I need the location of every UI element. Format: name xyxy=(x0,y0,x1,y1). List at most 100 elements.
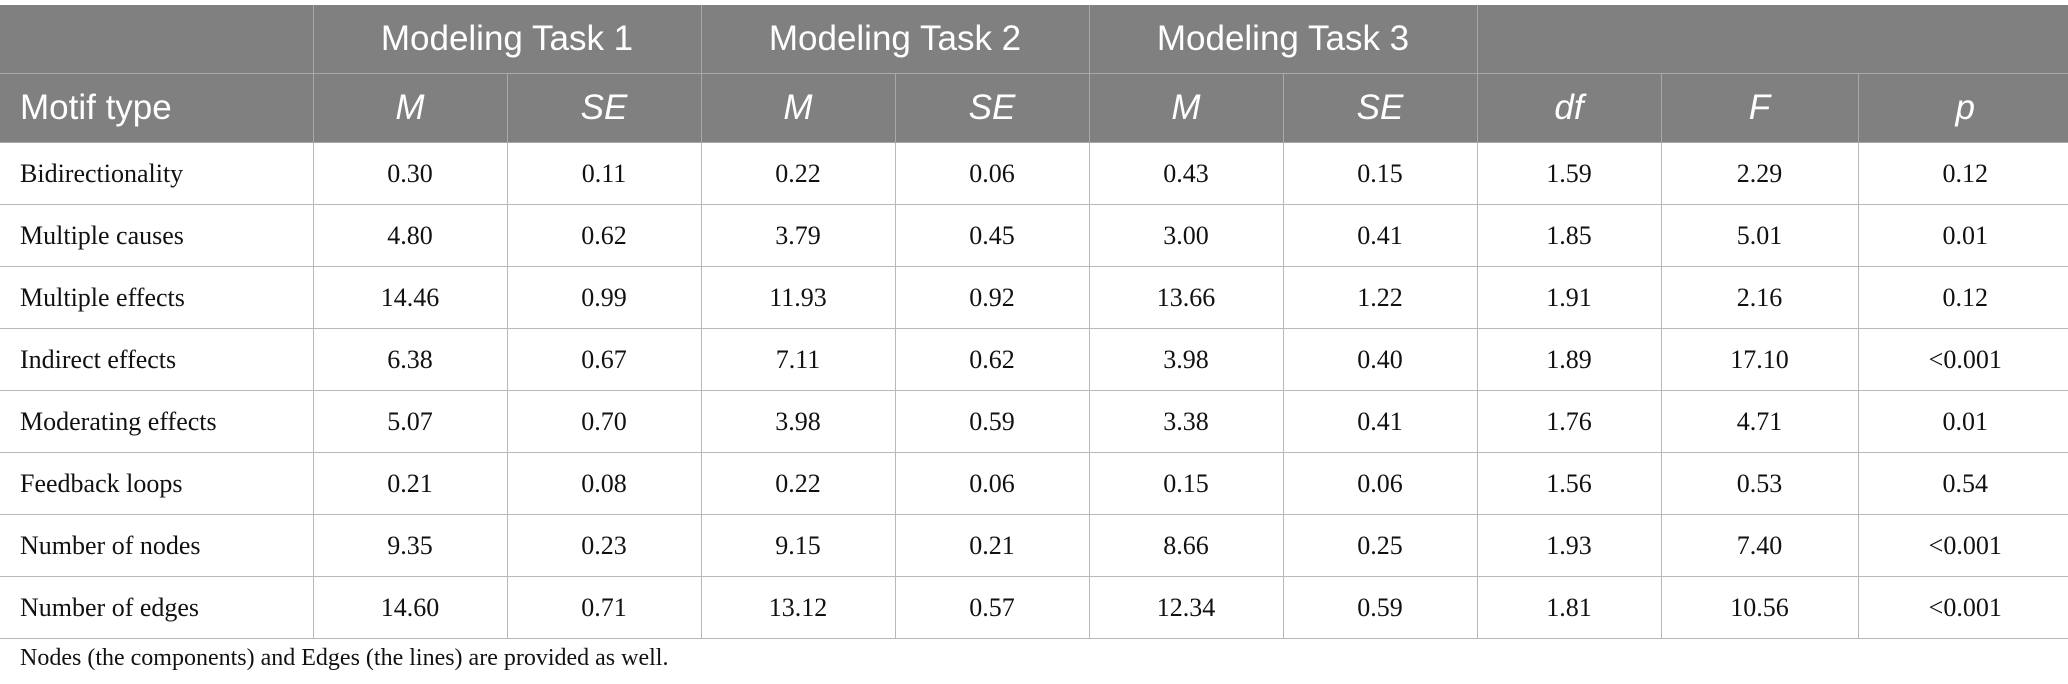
cell-se3: 0.41 xyxy=(1283,390,1478,453)
header-m-2: M xyxy=(701,73,896,143)
cell-m2: 0.22 xyxy=(701,142,896,205)
cell-m1: 14.60 xyxy=(313,576,508,639)
header-m-3: M xyxy=(1089,73,1284,143)
cell-m3: 12.34 xyxy=(1089,576,1284,639)
cell-m3: 0.15 xyxy=(1089,452,1284,515)
cell-m2: 0.22 xyxy=(701,452,896,515)
cell-se2: 0.92 xyxy=(895,266,1090,329)
cell-se3: 1.22 xyxy=(1283,266,1478,329)
cell-f: 2.16 xyxy=(1661,266,1859,329)
row-label: Feedback loops xyxy=(0,452,314,515)
row-label: Moderating effects xyxy=(0,390,314,453)
header-se-3: SE xyxy=(1283,73,1478,143)
cell-m1: 6.38 xyxy=(313,328,508,391)
header-group-task-2: Modeling Task 2 xyxy=(701,5,1090,74)
cell-se3: 0.40 xyxy=(1283,328,1478,391)
cell-df: 1.56 xyxy=(1477,452,1662,515)
cell-df: 1.89 xyxy=(1477,328,1662,391)
cell-se2: 0.59 xyxy=(895,390,1090,453)
cell-m2: 7.11 xyxy=(701,328,896,391)
header-f: F xyxy=(1661,73,1859,143)
cell-se1: 0.11 xyxy=(507,142,702,205)
table-row: Multiple causes 4.80 0.62 3.79 0.45 3.00… xyxy=(0,204,2068,267)
cell-se1: 0.08 xyxy=(507,452,702,515)
cell-se1: 0.71 xyxy=(507,576,702,639)
cell-df: 1.93 xyxy=(1477,514,1662,577)
header-group-row: Modeling Task 1 Modeling Task 2 Modeling… xyxy=(0,5,2068,74)
cell-f: 17.10 xyxy=(1661,328,1859,391)
cell-f: 2.29 xyxy=(1661,142,1859,205)
cell-m2: 11.93 xyxy=(701,266,896,329)
row-label: Indirect effects xyxy=(0,328,314,391)
cell-se3: 0.59 xyxy=(1283,576,1478,639)
row-label: Number of nodes xyxy=(0,514,314,577)
row-label: Multiple effects xyxy=(0,266,314,329)
cell-m3: 8.66 xyxy=(1089,514,1284,577)
header-column-row: Motif type M SE M SE M SE df F p xyxy=(0,73,2068,143)
cell-se2: 0.45 xyxy=(895,204,1090,267)
cell-se3: 0.15 xyxy=(1283,142,1478,205)
cell-m2: 9.15 xyxy=(701,514,896,577)
cell-se1: 0.67 xyxy=(507,328,702,391)
cell-m3: 3.38 xyxy=(1089,390,1284,453)
table-row: Feedback loops 0.21 0.08 0.22 0.06 0.15 … xyxy=(0,452,2068,515)
row-label: Number of edges xyxy=(0,576,314,639)
cell-se2: 0.57 xyxy=(895,576,1090,639)
cell-m3: 3.98 xyxy=(1089,328,1284,391)
header-se-2: SE xyxy=(895,73,1090,143)
cell-f: 10.56 xyxy=(1661,576,1859,639)
header-group-task-1: Modeling Task 1 xyxy=(313,5,702,74)
header-df: df xyxy=(1477,73,1662,143)
results-table: Modeling Task 1 Modeling Task 2 Modeling… xyxy=(0,5,2068,639)
cell-p: 0.01 xyxy=(1858,204,2068,267)
cell-p: 0.54 xyxy=(1858,452,2068,515)
cell-m3: 3.00 xyxy=(1089,204,1284,267)
cell-m3: 13.66 xyxy=(1089,266,1284,329)
header-m-1: M xyxy=(313,73,508,143)
row-label: Bidirectionality xyxy=(0,142,314,205)
cell-f: 7.40 xyxy=(1661,514,1859,577)
cell-df: 1.91 xyxy=(1477,266,1662,329)
cell-df: 1.59 xyxy=(1477,142,1662,205)
cell-df: 1.85 xyxy=(1477,204,1662,267)
cell-se2: 0.06 xyxy=(895,142,1090,205)
cell-m1: 0.21 xyxy=(313,452,508,515)
cell-m1: 5.07 xyxy=(313,390,508,453)
cell-f: 4.71 xyxy=(1661,390,1859,453)
header-p: p xyxy=(1858,73,2068,143)
header-se-1: SE xyxy=(507,73,702,143)
cell-p: <0.001 xyxy=(1858,328,2068,391)
cell-m3: 0.43 xyxy=(1089,142,1284,205)
header-motif-type: Motif type xyxy=(0,73,314,143)
row-label: Multiple causes xyxy=(0,204,314,267)
cell-se1: 0.62 xyxy=(507,204,702,267)
cell-se2: 0.06 xyxy=(895,452,1090,515)
cell-m2: 3.98 xyxy=(701,390,896,453)
cell-p: <0.001 xyxy=(1858,514,2068,577)
cell-p: 0.01 xyxy=(1858,390,2068,453)
cell-p: 0.12 xyxy=(1858,266,2068,329)
table-row: Number of edges 14.60 0.71 13.12 0.57 12… xyxy=(0,576,2068,639)
cell-df: 1.76 xyxy=(1477,390,1662,453)
table-row: Bidirectionality 0.30 0.11 0.22 0.06 0.4… xyxy=(0,142,2068,205)
cell-se3: 0.25 xyxy=(1283,514,1478,577)
cell-p: <0.001 xyxy=(1858,576,2068,639)
table-row: Multiple effects 14.46 0.99 11.93 0.92 1… xyxy=(0,266,2068,329)
cell-se2: 0.62 xyxy=(895,328,1090,391)
table-row: Number of nodes 9.35 0.23 9.15 0.21 8.66… xyxy=(0,514,2068,577)
cell-se1: 0.99 xyxy=(507,266,702,329)
cell-m1: 9.35 xyxy=(313,514,508,577)
cell-p: 0.12 xyxy=(1858,142,2068,205)
cell-se1: 0.23 xyxy=(507,514,702,577)
cell-f: 0.53 xyxy=(1661,452,1859,515)
table-row: Moderating effects 5.07 0.70 3.98 0.59 3… xyxy=(0,390,2068,453)
table-footnote: Nodes (the components) and Edges (the li… xyxy=(20,645,669,671)
header-group-task-3: Modeling Task 3 xyxy=(1089,5,1478,74)
cell-m1: 4.80 xyxy=(313,204,508,267)
cell-se2: 0.21 xyxy=(895,514,1090,577)
header-empty-cell xyxy=(0,5,314,74)
table-row: Indirect effects 6.38 0.67 7.11 0.62 3.9… xyxy=(0,328,2068,391)
cell-m2: 3.79 xyxy=(701,204,896,267)
cell-se3: 0.06 xyxy=(1283,452,1478,515)
cell-df: 1.81 xyxy=(1477,576,1662,639)
